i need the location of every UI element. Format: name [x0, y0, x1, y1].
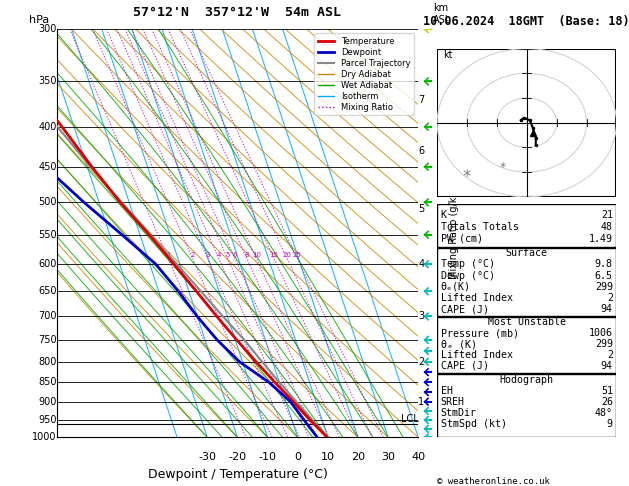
Text: © weatheronline.co.uk: © weatheronline.co.uk [437, 477, 550, 486]
Text: 5: 5 [418, 204, 425, 214]
Text: θₑ (K): θₑ (K) [441, 339, 477, 349]
Text: 48°: 48° [595, 408, 613, 417]
Text: 1.49: 1.49 [589, 234, 613, 243]
Text: -20: -20 [228, 451, 247, 462]
Text: 950: 950 [38, 415, 57, 425]
Text: 3: 3 [418, 312, 425, 321]
Text: Dewpoint / Temperature (°C): Dewpoint / Temperature (°C) [148, 468, 327, 481]
Text: 20: 20 [282, 253, 291, 259]
Text: 2: 2 [191, 253, 195, 259]
Text: 300: 300 [38, 24, 57, 34]
Legend: Temperature, Dewpoint, Parcel Trajectory, Dry Adiabat, Wet Adiabat, Isotherm, Mi: Temperature, Dewpoint, Parcel Trajectory… [314, 34, 414, 116]
Text: 1: 1 [166, 253, 170, 259]
Text: 299: 299 [595, 282, 613, 292]
Text: *: * [463, 168, 471, 186]
Text: 2: 2 [607, 293, 613, 303]
Bar [437, 204, 616, 246]
Text: 2: 2 [607, 350, 613, 360]
Text: 1000: 1000 [32, 433, 57, 442]
Text: 9.8: 9.8 [595, 260, 613, 269]
Text: 299: 299 [595, 339, 613, 349]
Text: Most Unstable: Most Unstable [487, 317, 566, 327]
Text: 900: 900 [38, 397, 57, 407]
Text: *: * [500, 161, 506, 174]
Text: 6.5: 6.5 [595, 271, 613, 281]
Bar [437, 317, 616, 373]
Text: 450: 450 [38, 162, 57, 172]
Text: 94: 94 [601, 361, 613, 371]
Text: K: K [441, 210, 447, 220]
Text: 4: 4 [418, 259, 425, 269]
Text: kt: kt [443, 51, 453, 60]
Text: CAPE (J): CAPE (J) [441, 361, 489, 371]
Text: 30: 30 [381, 451, 395, 462]
Text: Surface: Surface [506, 248, 548, 258]
Text: SREH: SREH [441, 397, 465, 407]
Text: 5: 5 [225, 253, 230, 259]
Text: 26: 26 [601, 397, 613, 407]
Text: 700: 700 [38, 312, 57, 321]
Text: 0: 0 [294, 451, 301, 462]
Text: 94: 94 [601, 304, 613, 314]
Text: 7: 7 [418, 95, 425, 105]
Text: 850: 850 [38, 377, 57, 387]
Text: 750: 750 [38, 335, 57, 345]
Text: 8: 8 [245, 253, 249, 259]
Text: StmDir: StmDir [441, 408, 477, 417]
Text: 20: 20 [351, 451, 365, 462]
Text: Totals Totals: Totals Totals [441, 222, 519, 232]
Text: 51: 51 [601, 386, 613, 396]
Text: 350: 350 [38, 76, 57, 87]
Text: 57°12'N  357°12'W  54m ASL: 57°12'N 357°12'W 54m ASL [133, 6, 342, 19]
Text: 800: 800 [38, 357, 57, 367]
Text: 650: 650 [38, 286, 57, 296]
Text: Lifted Index: Lifted Index [441, 293, 513, 303]
Text: Pressure (mb): Pressure (mb) [441, 328, 519, 338]
Text: km
ASL: km ASL [433, 3, 451, 25]
Text: 10.06.2024  18GMT  (Base: 18): 10.06.2024 18GMT (Base: 18) [423, 15, 629, 28]
Text: 9: 9 [607, 418, 613, 429]
Text: EH: EH [441, 386, 453, 396]
Text: LCL: LCL [401, 414, 418, 424]
Text: 6: 6 [233, 253, 237, 259]
Text: CAPE (J): CAPE (J) [441, 304, 489, 314]
Bar [437, 247, 616, 316]
Text: 3: 3 [206, 253, 210, 259]
Text: 600: 600 [38, 259, 57, 269]
Bar [437, 374, 616, 437]
Text: Dewp (°C): Dewp (°C) [441, 271, 495, 281]
Text: -10: -10 [259, 451, 277, 462]
Text: 550: 550 [38, 230, 57, 240]
Text: 21: 21 [601, 210, 613, 220]
Text: 25: 25 [293, 253, 302, 259]
Text: 10: 10 [321, 451, 335, 462]
Text: 4: 4 [216, 253, 221, 259]
Text: hPa: hPa [30, 15, 50, 25]
Text: -30: -30 [198, 451, 216, 462]
Text: 48: 48 [601, 222, 613, 232]
Text: 6: 6 [418, 146, 425, 156]
Text: Mixing Ratio (g/kg): Mixing Ratio (g/kg) [450, 187, 459, 279]
Text: 500: 500 [38, 197, 57, 208]
Text: 10: 10 [252, 253, 261, 259]
Text: 2: 2 [418, 357, 425, 367]
Text: Temp (°C): Temp (°C) [441, 260, 495, 269]
Text: 15: 15 [270, 253, 279, 259]
Text: θₑ(K): θₑ(K) [441, 282, 470, 292]
Text: Hodograph: Hodograph [500, 375, 554, 385]
Text: 40: 40 [411, 451, 425, 462]
Text: StmSpd (kt): StmSpd (kt) [441, 418, 507, 429]
Text: 400: 400 [38, 122, 57, 132]
Text: Lifted Index: Lifted Index [441, 350, 513, 360]
Text: PW (cm): PW (cm) [441, 234, 482, 243]
Text: 1: 1 [418, 397, 425, 407]
Text: 1006: 1006 [589, 328, 613, 338]
